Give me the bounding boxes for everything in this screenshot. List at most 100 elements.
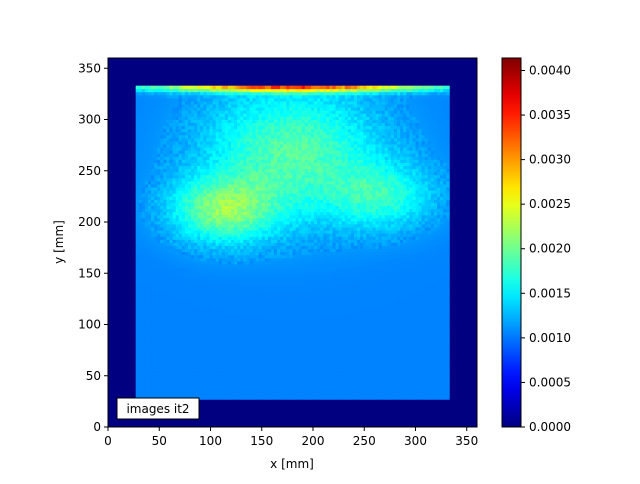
heatmap-cell [160, 196, 164, 200]
heatmap-cell [234, 134, 238, 139]
heatmap-cell [138, 214, 143, 219]
heatmap-cell [206, 116, 210, 120]
heatmap-cell [160, 380, 164, 385]
heatmap-cell [224, 365, 229, 369]
heatmap-cell [243, 368, 247, 373]
heatmap-cell [160, 297, 164, 302]
heatmap-cell [147, 217, 152, 222]
heatmap-cell [197, 337, 201, 342]
heatmap-cell [175, 368, 180, 373]
heatmap-cell [151, 264, 155, 268]
heatmap-cell [187, 264, 192, 268]
heatmap-cell [175, 350, 180, 354]
heatmap-cell [264, 177, 269, 182]
heatmap-cell [166, 285, 170, 290]
heatmap-cell [234, 230, 238, 234]
heatmap-cell [144, 156, 149, 160]
heatmap-cell [157, 153, 161, 157]
heatmap-cell [184, 307, 189, 311]
heatmap-cell [194, 153, 198, 157]
heatmap-cell [264, 254, 269, 259]
heatmap-cell [255, 230, 260, 234]
heatmap-cell [157, 291, 161, 296]
heatmap-cell [240, 156, 244, 160]
heatmap-cell [184, 347, 189, 351]
heatmap-cell [163, 205, 167, 210]
heatmap-cell [166, 97, 170, 102]
heatmap-cell [246, 227, 250, 231]
heatmap-cell [203, 119, 207, 123]
heatmap-cell [277, 150, 281, 154]
heatmap-cell [200, 150, 204, 154]
heatmap-cell [270, 141, 275, 145]
heatmap-cell [231, 233, 235, 237]
heatmap-cell [203, 153, 207, 157]
heatmap-cell [135, 368, 140, 373]
heatmap-cell [277, 328, 281, 333]
heatmap-cell [249, 134, 253, 139]
heatmap-cell [209, 307, 213, 311]
heatmap-cell [231, 122, 235, 127]
heatmap-cell [277, 396, 281, 400]
heatmap-cell [261, 220, 266, 225]
heatmap-cell [151, 116, 155, 120]
heatmap-cell [138, 380, 143, 385]
heatmap-cell [264, 147, 269, 151]
heatmap-cell [157, 297, 161, 302]
heatmap-cell [194, 393, 198, 397]
heatmap-cell [169, 337, 173, 342]
heatmap-cell [163, 371, 167, 376]
heatmap-cell [280, 257, 284, 262]
heatmap-cell [166, 214, 170, 219]
heatmap-cell [163, 122, 167, 127]
heatmap-cell [280, 242, 284, 246]
heatmap-cell [255, 337, 260, 342]
heatmap-cell [249, 125, 253, 130]
heatmap-cell [166, 205, 170, 210]
heatmap-cell [160, 208, 164, 213]
heatmap-cell [264, 214, 269, 219]
heatmap-cell [283, 322, 287, 326]
heatmap-cell [166, 374, 170, 379]
heatmap-cell [147, 319, 152, 323]
heatmap-cell [141, 264, 146, 268]
heatmap-cell [191, 359, 195, 363]
heatmap-cell [172, 184, 177, 188]
heatmap-cell [203, 239, 207, 243]
heatmap-cell [160, 168, 164, 173]
heatmap-cell [147, 156, 152, 160]
heatmap-cell [261, 144, 266, 148]
heatmap-cell [277, 337, 281, 342]
heatmap-cell [144, 288, 149, 293]
heatmap-cell [181, 159, 186, 163]
heatmap-cell [160, 128, 164, 133]
heatmap-cell [267, 88, 272, 93]
heatmap-cell [237, 319, 241, 323]
heatmap-cell [237, 288, 241, 293]
heatmap-cell [154, 242, 158, 246]
heatmap-cell [255, 291, 260, 296]
heatmap-cell [218, 294, 223, 299]
heatmap-cell [212, 214, 217, 219]
heatmap-cell [178, 362, 183, 366]
heatmap-cell [234, 273, 238, 277]
heatmap-cell [252, 248, 256, 253]
heatmap-cell [200, 334, 204, 339]
heatmap-cell [270, 174, 275, 179]
heatmap-cell [258, 374, 263, 379]
heatmap-cell [181, 107, 186, 111]
heatmap-cell [169, 356, 173, 360]
heatmap-cell [215, 267, 220, 271]
heatmap-cell [274, 300, 278, 305]
heatmap-cell [197, 137, 201, 142]
heatmap-cell [280, 141, 284, 145]
heatmap-cell [258, 356, 263, 360]
heatmap-cell [184, 267, 189, 271]
heatmap-cell [187, 300, 192, 305]
heatmap-cell [141, 273, 146, 277]
heatmap-cell [209, 168, 213, 173]
heatmap-cell [154, 325, 158, 329]
heatmap-cell [264, 365, 269, 369]
heatmap-cell [234, 184, 238, 188]
heatmap-cell [200, 383, 204, 388]
